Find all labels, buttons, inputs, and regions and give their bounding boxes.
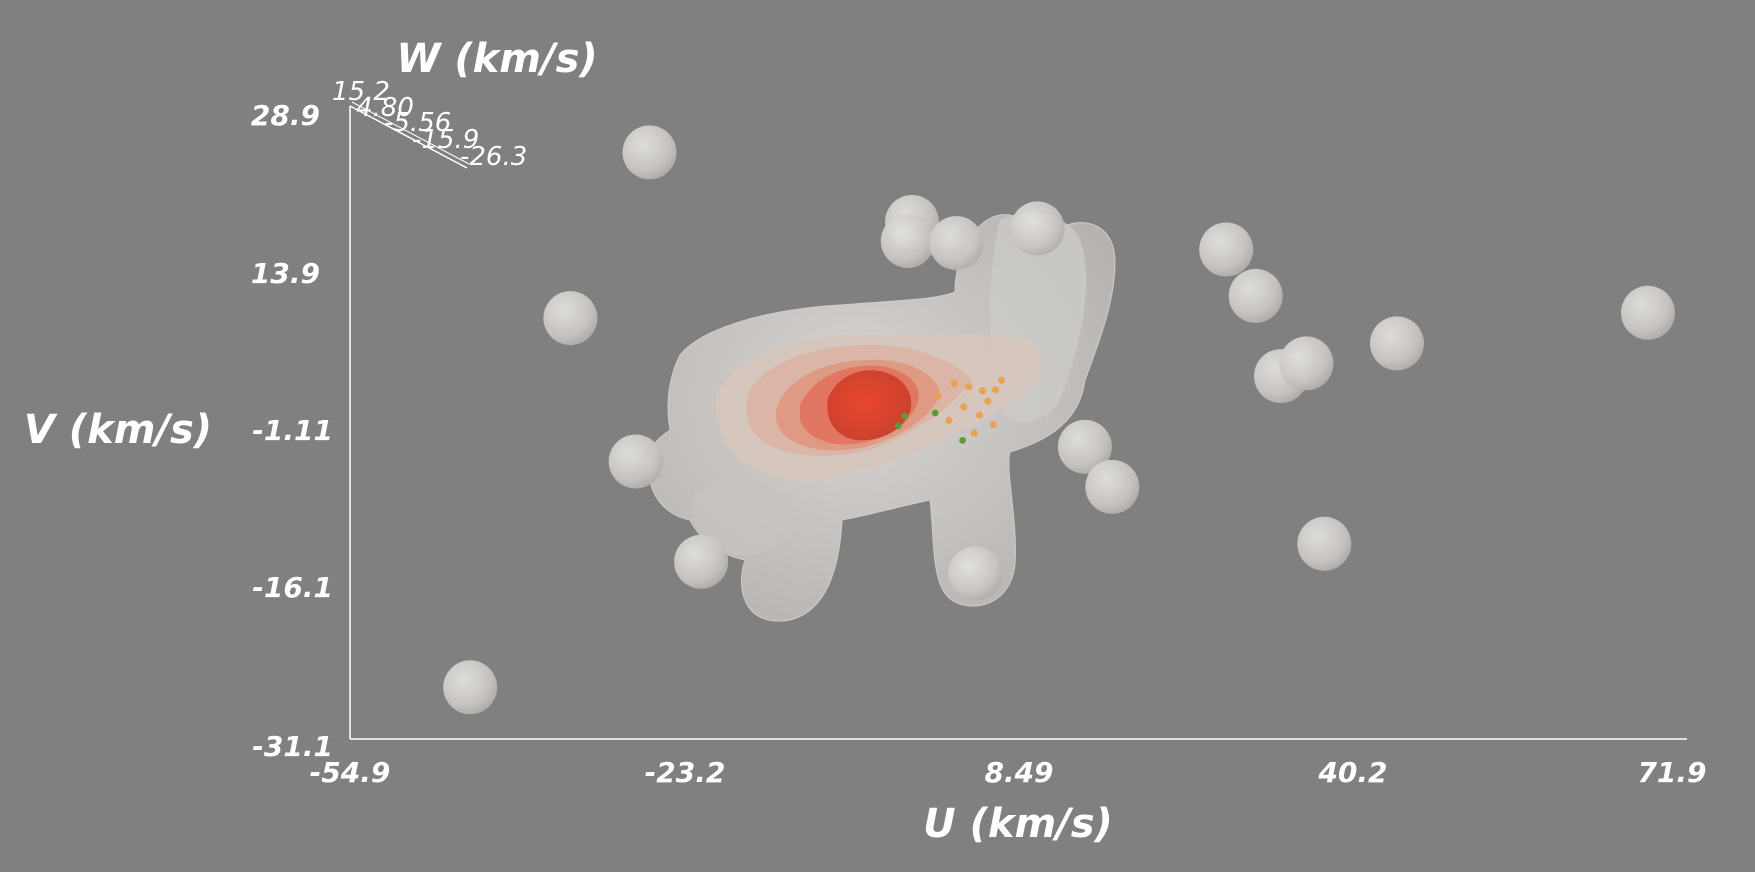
member-point <box>934 392 943 400</box>
density-blob <box>1621 285 1675 340</box>
member-point <box>979 387 987 395</box>
x-tick-label: -54.9 <box>310 756 391 789</box>
density-blob <box>880 214 935 268</box>
member-point <box>975 411 984 419</box>
density-blob <box>929 216 984 271</box>
density-blob <box>1297 516 1352 571</box>
x-tick-label: -23.2 <box>645 756 726 789</box>
member-point <box>991 386 999 394</box>
density-blob <box>948 546 1003 601</box>
density-blob <box>1228 268 1283 323</box>
member-point <box>970 429 978 437</box>
member-point-green <box>931 409 939 417</box>
density-blob <box>443 660 498 715</box>
z-axis-line-inner <box>351 101 470 165</box>
x-axis-title: U (km/s) <box>923 801 1113 847</box>
y-tick-label: 28.9 <box>251 99 320 132</box>
x-tick-label: 40.2 <box>1317 756 1387 789</box>
member-point <box>960 403 968 411</box>
member-point-green <box>901 412 908 420</box>
density-blob <box>1010 201 1065 256</box>
density-core <box>827 370 912 441</box>
density-blob <box>1279 336 1334 391</box>
density-blob <box>543 291 598 346</box>
z-tick-label: -26.3 <box>460 142 527 172</box>
density-blob <box>608 434 663 489</box>
x-tick-label: 71.9 <box>1637 756 1706 789</box>
y-tick-label: 13.9 <box>251 257 320 290</box>
member-point-green <box>959 437 966 444</box>
member-points <box>894 376 1006 444</box>
density-blob <box>1199 222 1254 277</box>
isolated-density-blobs <box>443 125 1675 715</box>
x-tick-label: 8.49 <box>984 756 1053 789</box>
member-point <box>965 383 973 391</box>
density-blob <box>622 125 677 180</box>
member-point <box>945 416 953 424</box>
y-tick-label: -16.1 <box>252 571 333 604</box>
y-axis-title: V (km/s) <box>24 407 212 453</box>
z-axis-line <box>349 105 468 169</box>
y-tick-labels: -31.1 -16.1 -1.11 13.9 28.9 <box>251 99 333 763</box>
density-blob <box>1370 316 1424 371</box>
y-tick-label: -1.11 <box>252 414 333 447</box>
z-tick-label: 15.2 <box>332 77 390 107</box>
member-point-green <box>894 422 902 430</box>
x-tick-labels: -54.9 -23.2 8.49 40.2 71.9 <box>310 756 1707 789</box>
z-tick-labels: 15.2 4.80 -5.56 -15.9 -26.3 <box>332 77 527 172</box>
z-tick-label: -15.9 <box>412 125 479 155</box>
left-shell-lobe <box>690 477 792 556</box>
density-blob <box>1085 459 1140 514</box>
member-point <box>950 379 958 388</box>
density-blob <box>1057 419 1112 474</box>
z-axis-title: W (km/s) <box>396 36 597 82</box>
member-point <box>984 397 992 405</box>
member-point <box>998 376 1006 384</box>
density-blob <box>674 534 729 589</box>
z-tick-label: 4.80 <box>356 93 414 123</box>
member-point <box>989 421 997 429</box>
density-contour-shells <box>646 212 1116 622</box>
z-tick-label: -5.56 <box>384 108 451 138</box>
y-tick-label: -31.1 <box>252 730 333 763</box>
